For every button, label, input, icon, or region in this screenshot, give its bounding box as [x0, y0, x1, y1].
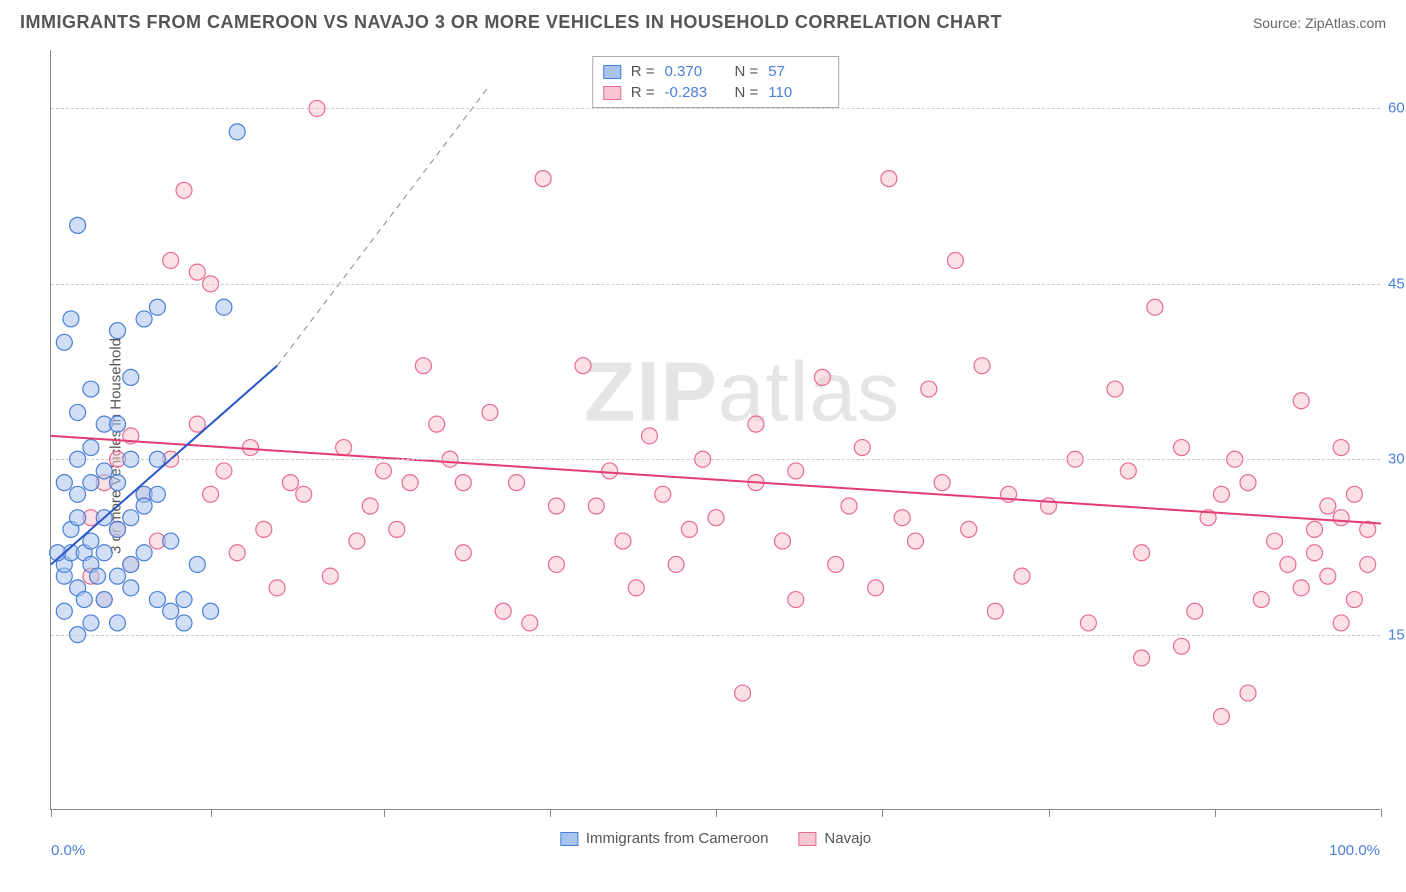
y-tick-label: 30.0% [1388, 451, 1406, 468]
plot-svg [51, 50, 1380, 809]
legend-label-navajo: Navajo [824, 830, 871, 847]
y-tick-label: 60.0% [1388, 100, 1406, 117]
legend-item-navajo: Navajo [798, 830, 871, 847]
source-attribution: Source: ZipAtlas.com [1253, 15, 1386, 31]
page-title: IMMIGRANTS FROM CAMEROON VS NAVAJO 3 OR … [20, 12, 1002, 33]
x-tick [1215, 809, 1216, 817]
stats-row-cameroon: R = 0.370 N = 57 [603, 61, 829, 82]
x-tick-label-max: 100.0% [1329, 842, 1380, 859]
x-tick [1381, 809, 1382, 817]
title-bar: IMMIGRANTS FROM CAMEROON VS NAVAJO 3 OR … [20, 12, 1386, 33]
series-legend: Immigrants from Cameroon Navajo [560, 830, 871, 847]
x-tick [51, 809, 52, 817]
swatch-cameroon [560, 832, 578, 846]
swatch-navajo [798, 832, 816, 846]
swatch-navajo [603, 86, 621, 100]
scatter-plot-area: ZIPatlas R = 0.370 N = 57 R = -0.283 N =… [50, 50, 1380, 810]
stats-legend: R = 0.370 N = 57 R = -0.283 N = 110 [592, 56, 840, 108]
n-value-navajo: 110 [768, 84, 828, 101]
y-tick-label: 45.0% [1388, 275, 1406, 292]
n-value-cameroon: 57 [768, 63, 828, 80]
x-tick [1049, 809, 1050, 817]
x-tick [550, 809, 551, 817]
r-label: R = [631, 84, 655, 101]
legend-label-cameroon: Immigrants from Cameroon [586, 830, 769, 847]
n-label: N = [735, 84, 759, 101]
legend-item-cameroon: Immigrants from Cameroon [560, 830, 769, 847]
r-label: R = [631, 63, 655, 80]
gridline [51, 108, 1380, 109]
n-label: N = [735, 63, 759, 80]
gridline [51, 635, 1380, 636]
gridline [51, 284, 1380, 285]
y-tick-label: 15.0% [1388, 626, 1406, 643]
r-value-navajo: -0.283 [665, 84, 725, 101]
x-tick [211, 809, 212, 817]
x-tick [384, 809, 385, 817]
gridline [51, 459, 1380, 460]
stats-row-navajo: R = -0.283 N = 110 [603, 82, 829, 103]
r-value-cameroon: 0.370 [665, 63, 725, 80]
x-tick-label-min: 0.0% [51, 842, 85, 859]
x-tick [716, 809, 717, 817]
swatch-cameroon [603, 65, 621, 79]
x-tick [882, 809, 883, 817]
